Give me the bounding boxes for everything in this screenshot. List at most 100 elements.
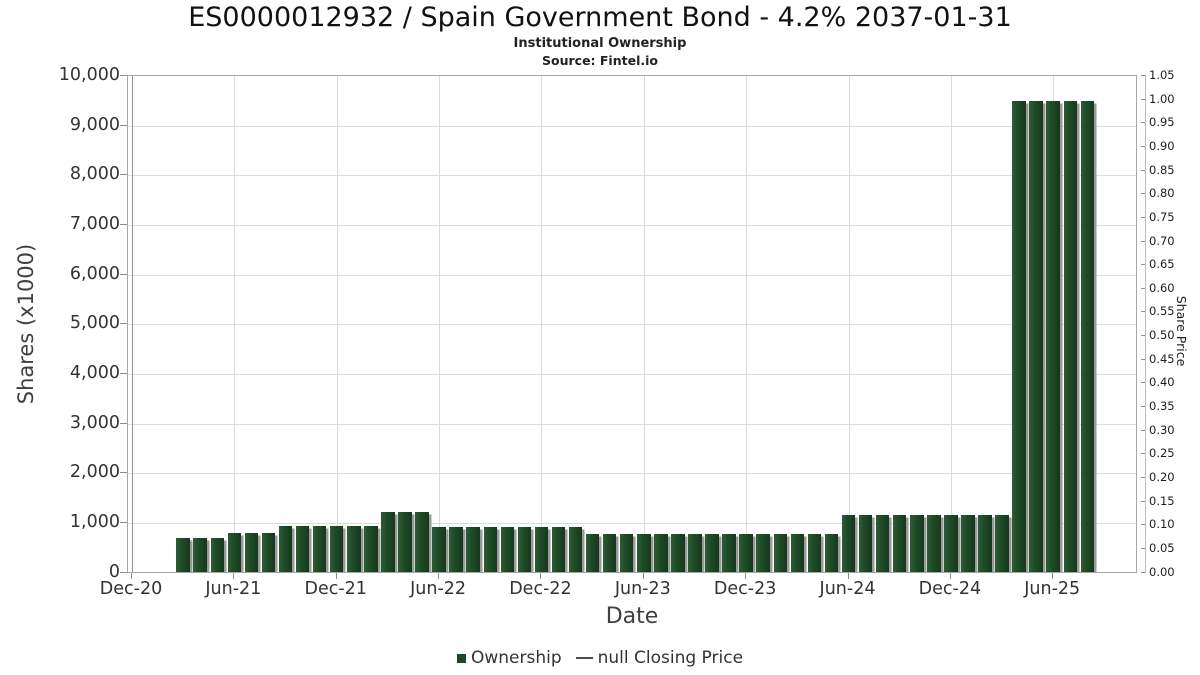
- gridline-v: [643, 76, 645, 572]
- ownership-bar: [329, 525, 344, 572]
- ownership-bar: [1046, 100, 1060, 572]
- y-axis-tick-right: [1141, 98, 1145, 100]
- gridline-v: [234, 76, 236, 572]
- gridline-h: [128, 473, 1136, 475]
- ownership-bar: [619, 534, 634, 572]
- ownership-bar: [449, 527, 463, 572]
- y-axis-tick-label-right: 0.35: [1149, 399, 1175, 413]
- ownership-bar: [534, 527, 549, 572]
- legend-item-closing-price: null Closing Price: [575, 648, 743, 668]
- x-axis-spine: [128, 573, 1136, 574]
- ownership-bar: [551, 527, 566, 572]
- ownership-bar: [824, 534, 839, 572]
- y-axis-tick-right: [1141, 122, 1145, 124]
- x-axis-tick-label: Jun-23: [614, 579, 671, 599]
- ownership-bar: [1063, 100, 1078, 572]
- ownership-bar: [364, 525, 378, 572]
- gridline-h: [128, 373, 1136, 375]
- y-axis-tick-right: [1141, 145, 1145, 147]
- ownership-bar: [773, 534, 788, 572]
- ownership-bar: [637, 534, 651, 572]
- ownership-bar: [193, 537, 207, 572]
- y-axis-tick-label-left: 7,000: [69, 213, 120, 234]
- ownership-bar: [312, 525, 327, 572]
- y-axis-tick-right: [1141, 476, 1145, 478]
- y-axis-tick-right: [1141, 547, 1145, 549]
- ownership-bar: [875, 514, 890, 572]
- ownership-bar: [568, 527, 583, 572]
- gridline-v: [950, 76, 952, 572]
- plot-area: [127, 75, 1137, 573]
- ownership-bar: [261, 532, 276, 572]
- x-axis-tick-label: Dec-23: [713, 579, 777, 599]
- y-axis-tick-label-right: 0.60: [1149, 280, 1175, 295]
- y-axis-tick-label-right: 0.95: [1149, 115, 1175, 130]
- ownership-bar: [381, 511, 395, 572]
- x-axis-tick-label: Jun-22: [410, 579, 467, 599]
- x-axis-tick: [335, 573, 337, 579]
- y-axis-tick-right: [1141, 500, 1145, 502]
- y-axis-tick-label-right: 0.10: [1149, 517, 1175, 532]
- x-axis-tick: [233, 573, 235, 579]
- price-line-marker: [575, 656, 593, 660]
- x-axis-tick: [949, 573, 951, 579]
- y-axis-tick-label-right: 0.90: [1149, 138, 1175, 153]
- ownership-bar: [892, 514, 907, 572]
- x-axis-tick: [540, 573, 542, 579]
- x-axis-tick: [1052, 573, 1054, 579]
- ownership-bar: [585, 534, 600, 572]
- y-axis-tick-right: [1141, 193, 1145, 195]
- ownership-bar: [176, 537, 190, 572]
- y-axis-tick-label-left: 0: [108, 561, 120, 582]
- y-axis-tick-label-right: 0.45: [1149, 351, 1175, 366]
- y-axis-tick-label-right: 0.75: [1149, 209, 1175, 224]
- x-axis-tick: [131, 573, 132, 579]
- y-axis-tick-label-left: 2,000: [69, 462, 120, 483]
- x-axis-tick: [745, 573, 747, 579]
- y-axis-tick-right: [1141, 311, 1145, 313]
- y-axis-tick-right: [1141, 287, 1145, 289]
- gridline-v: [746, 76, 748, 572]
- ownership-bar: [858, 514, 873, 572]
- ownership-bar: [671, 534, 685, 572]
- y-axis-tick-label-right: 0.80: [1149, 186, 1175, 201]
- y-axis-tick-label-right: 1.05: [1149, 68, 1175, 82]
- ownership-bar: [210, 537, 225, 572]
- ownership-bar: [927, 514, 941, 572]
- y-axis-tick-label-right: 0.55: [1149, 304, 1175, 319]
- ownership-bar: [398, 511, 412, 572]
- gridline-h: [128, 522, 1136, 524]
- y-axis-tick-left: [120, 273, 127, 275]
- ownership-square-marker: [456, 653, 466, 663]
- y-axis-title-right: Share Price: [1174, 295, 1189, 367]
- ownership-bar: [790, 534, 805, 572]
- y-axis-tick-left: [120, 571, 127, 573]
- ownership-bar: [739, 534, 753, 572]
- x-axis-tick-label: Dec-22: [509, 579, 572, 599]
- y-axis-tick-label-right: 0.85: [1149, 162, 1175, 177]
- y-axis-tick-label-left: 10,000: [58, 65, 120, 85]
- y-axis-tick-label-right: 0.30: [1149, 422, 1175, 437]
- y-axis-tick-label-left: 1,000: [69, 511, 120, 532]
- gridline-v: [848, 76, 850, 572]
- chart-subtitle: Institutional Ownership: [513, 36, 687, 51]
- y-axis-tick-label-left: 5,000: [69, 313, 120, 334]
- x-axis-tick: [642, 573, 644, 579]
- ownership-bar: [347, 525, 361, 572]
- y-axis-tick-left: [120, 422, 127, 424]
- ownership-bar: [244, 532, 259, 572]
- ownership-bar: [961, 514, 975, 572]
- ownership-bar: [295, 525, 310, 572]
- ownership-bar: [756, 534, 770, 572]
- gridline-h: [128, 274, 1136, 276]
- y-axis-tick-label-left: 3,000: [69, 412, 120, 433]
- x-axis-title: Date: [605, 604, 659, 629]
- gridline-h: [128, 423, 1136, 425]
- x-axis-tick: [847, 573, 849, 579]
- ownership-bar: [432, 527, 446, 572]
- y-axis-tick-left: [120, 124, 127, 126]
- x-axis-tick-label: Jun-24: [819, 579, 876, 599]
- y-axis-tick-label-left: 9,000: [69, 114, 120, 135]
- ownership-bar: [910, 514, 924, 572]
